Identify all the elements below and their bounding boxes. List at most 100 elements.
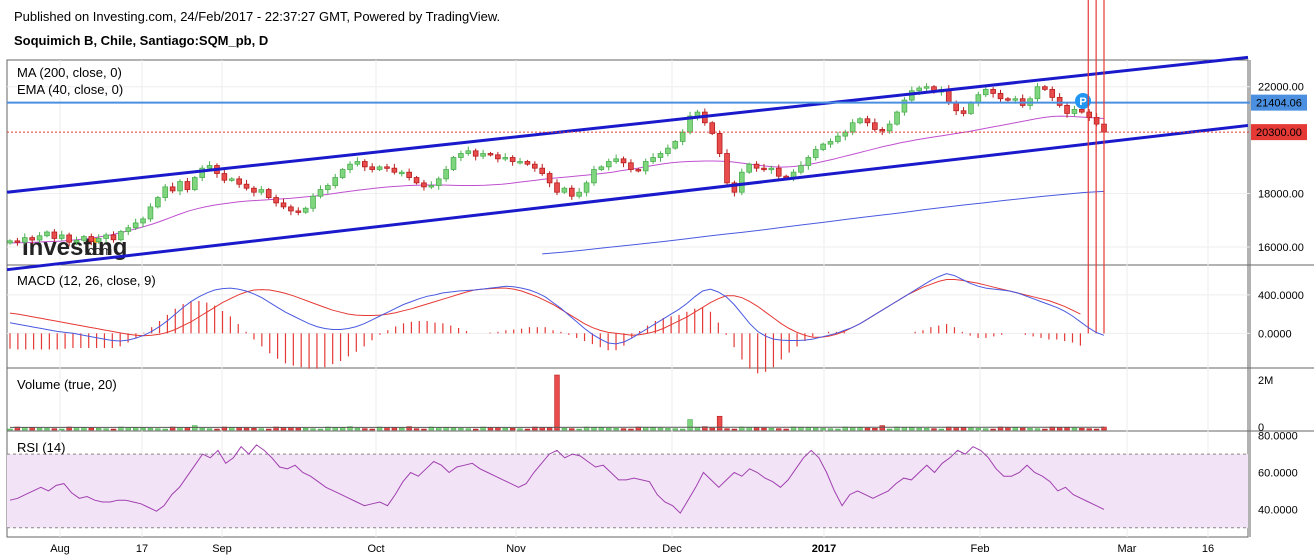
candle-body <box>73 239 80 243</box>
candle-body <box>376 166 383 170</box>
candle-body <box>605 161 612 168</box>
price-tick-label: 22000.00 <box>1258 82 1304 94</box>
resistance-tag-bg <box>1251 94 1307 111</box>
volume-bar <box>864 427 871 431</box>
p-marker-label: P <box>1079 96 1086 108</box>
volume-bar <box>199 428 205 431</box>
candle-body <box>155 197 161 208</box>
candle-body <box>746 163 752 173</box>
volume-bar <box>879 425 885 431</box>
ma200-line <box>542 190 1105 255</box>
candle-body <box>332 177 339 186</box>
volume-bar <box>753 427 760 431</box>
candle-body <box>7 240 13 244</box>
volume-bar <box>110 428 117 431</box>
candle-body <box>435 178 442 186</box>
volume-bar <box>517 428 523 431</box>
volume-bar <box>835 428 841 431</box>
candle-body <box>206 165 213 169</box>
last-price-tag-bg <box>1251 124 1307 141</box>
volume-bar <box>983 428 989 431</box>
channel-upper-line <box>6 55 1249 194</box>
candle-body <box>288 206 294 212</box>
rsi-line <box>9 444 1105 514</box>
volume-bar <box>214 428 220 431</box>
candle-body <box>58 234 65 239</box>
candle-body <box>657 153 664 158</box>
candle-body <box>812 149 819 158</box>
x-tick-label: Sep <box>212 543 232 555</box>
volume-bar <box>81 427 87 431</box>
volume-bar <box>399 427 405 431</box>
candle-body <box>1071 109 1078 114</box>
volume-bar <box>687 419 693 431</box>
candle-body <box>731 182 738 193</box>
published-caption: Published on Investing.com, 24/Feb/2017 … <box>14 9 501 24</box>
candle-body <box>598 166 605 170</box>
volume-title: Volume (true, 20) <box>17 377 117 392</box>
candle-body <box>191 177 198 190</box>
candle-body <box>827 141 834 145</box>
volume-bar <box>251 428 257 431</box>
volume-bar <box>421 428 427 431</box>
candle-body <box>982 88 989 96</box>
volume-bar <box>1005 427 1011 431</box>
candle-body <box>140 218 146 224</box>
volume-bar <box>702 426 708 431</box>
candle-body <box>591 169 597 184</box>
candle-body <box>642 161 649 172</box>
candle-body <box>894 111 900 125</box>
candle-body <box>502 157 509 160</box>
candle-body <box>273 197 279 204</box>
volume-bar <box>1034 428 1041 431</box>
x-tick-label: 17 <box>136 543 148 555</box>
x-tick-label: Feb <box>971 543 990 555</box>
volume-bar <box>1071 427 1078 431</box>
volume-bar <box>243 427 250 431</box>
candle-body <box>849 122 856 133</box>
volume-bar <box>679 428 686 431</box>
volume-bar <box>1042 428 1048 431</box>
candle-body <box>162 186 169 198</box>
candle-body <box>576 191 582 197</box>
candle-body <box>716 133 723 154</box>
volume-tick-label: 2M <box>1258 375 1273 387</box>
volume-bar <box>450 427 457 431</box>
candle-body <box>354 161 361 165</box>
x-tick-label: Dec <box>662 543 682 555</box>
candle-body <box>1012 98 1019 101</box>
volume-bar <box>524 428 531 431</box>
volume-bar <box>968 427 974 431</box>
volume-bar <box>938 428 945 431</box>
candle-body <box>243 183 250 189</box>
volume-bar <box>813 427 819 431</box>
volume-bar <box>236 427 242 431</box>
volume-bar <box>827 428 834 431</box>
price-tick-label: 18000.00 <box>1258 189 1304 201</box>
candle-body <box>517 161 523 164</box>
candle-body <box>103 234 109 239</box>
rsi-tick-label: 60.0000 <box>1258 468 1298 480</box>
volume-bar <box>362 428 368 431</box>
volume-bar <box>1093 428 1100 431</box>
macd-histogram <box>9 0 1105 374</box>
candle-body <box>672 141 679 149</box>
candle-body <box>450 157 457 170</box>
volume-bar <box>768 428 775 431</box>
volume-bar <box>783 428 789 431</box>
candle-body <box>391 167 398 173</box>
x-axis: Aug 17 Sep Oct Nov Dec 2017 Feb Mar 16 <box>50 543 1214 555</box>
volume-bar <box>132 427 139 431</box>
candle-body <box>236 178 242 185</box>
candle-body <box>753 163 760 169</box>
candle-body <box>29 237 35 241</box>
candle-body <box>487 153 494 156</box>
volume-bar <box>923 428 930 431</box>
candle-body <box>184 181 191 190</box>
volume-bar <box>184 427 191 431</box>
volume-bar <box>576 428 582 431</box>
candle-body <box>879 129 886 132</box>
volume-bar <box>990 428 996 431</box>
volume-bar <box>872 428 878 431</box>
candle-body <box>280 202 287 208</box>
